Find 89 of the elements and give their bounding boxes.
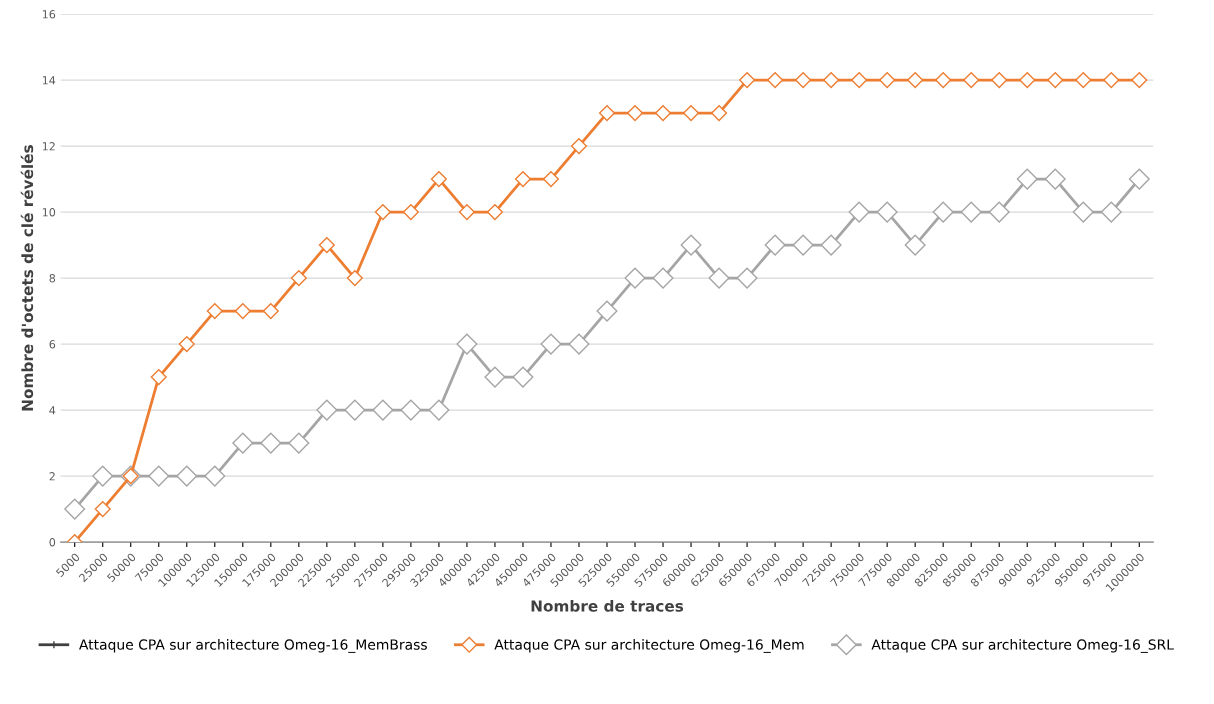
point — [711, 105, 728, 122]
point — [542, 171, 560, 188]
point — [92, 465, 114, 487]
point — [486, 204, 503, 221]
point — [708, 267, 730, 289]
point — [626, 105, 644, 122]
point — [316, 399, 338, 421]
point — [652, 267, 674, 289]
point — [764, 234, 786, 256]
point — [598, 105, 616, 122]
y-tick-label: 2 — [49, 472, 55, 481]
point — [963, 72, 980, 89]
point — [372, 399, 394, 421]
point — [1072, 201, 1094, 223]
point — [823, 72, 840, 89]
point — [624, 267, 646, 289]
point — [430, 171, 447, 188]
point — [1128, 168, 1150, 190]
y-tick-label: 12 — [42, 142, 55, 151]
point — [596, 300, 618, 322]
point — [344, 399, 366, 421]
legend-label: Attaque CPA sur architecture Omeg-16_Mem — [494, 639, 804, 653]
y-tick-label: 10 — [42, 208, 56, 217]
point — [150, 369, 167, 386]
point — [680, 234, 702, 256]
point — [402, 204, 419, 221]
point — [484, 366, 506, 388]
point — [767, 72, 784, 89]
point — [1100, 201, 1122, 223]
point — [876, 201, 898, 223]
point — [879, 72, 896, 89]
point — [94, 501, 111, 518]
point — [456, 333, 478, 355]
point — [514, 171, 532, 188]
point — [568, 333, 590, 355]
point — [991, 72, 1008, 89]
point — [64, 498, 86, 520]
legend-label: Attaque CPA sur architecture Omeg-16_MemBrass — [79, 639, 427, 653]
y-tick-label: 0 — [49, 538, 56, 547]
y-tick-label: 4 — [49, 406, 56, 415]
point — [935, 72, 952, 89]
point — [540, 333, 562, 355]
point — [234, 303, 251, 320]
point — [148, 465, 170, 487]
point — [262, 303, 279, 320]
y-axis-title: Nombre d'octets de clé révélés — [20, 145, 34, 411]
point — [848, 201, 870, 223]
point — [1075, 72, 1092, 89]
point — [1103, 72, 1120, 89]
point — [1047, 72, 1064, 89]
point — [1019, 72, 1036, 89]
point — [374, 204, 391, 221]
point — [204, 465, 226, 487]
point — [820, 234, 842, 256]
y-tick-label: 16 — [42, 10, 56, 19]
point — [792, 234, 814, 256]
y-tick-label: 6 — [49, 340, 56, 349]
point — [907, 72, 924, 89]
point — [739, 72, 756, 89]
point — [1016, 168, 1038, 190]
legend-label: Attaque CPA sur architecture Omeg-16_SRL — [871, 639, 1174, 653]
point — [288, 432, 310, 454]
point — [570, 138, 588, 155]
y-tick-label: 8 — [49, 274, 56, 283]
point — [290, 270, 307, 287]
point — [428, 399, 450, 421]
x-axis-title: Nombre de traces — [531, 599, 684, 612]
point — [682, 105, 700, 122]
point — [206, 303, 223, 320]
point — [1131, 72, 1148, 89]
point — [988, 201, 1010, 223]
point — [512, 366, 534, 388]
point — [795, 72, 812, 89]
point — [904, 234, 926, 256]
point — [1044, 168, 1066, 190]
point — [232, 432, 254, 454]
point — [736, 267, 758, 289]
point — [458, 204, 475, 221]
point — [960, 201, 982, 223]
point — [654, 105, 672, 122]
y-tick-label: 14 — [42, 76, 56, 85]
point — [176, 465, 198, 487]
point — [932, 201, 954, 223]
point — [178, 336, 195, 353]
point — [400, 399, 422, 421]
point — [346, 270, 363, 287]
point — [260, 432, 282, 454]
point — [318, 237, 335, 254]
point — [851, 72, 868, 89]
